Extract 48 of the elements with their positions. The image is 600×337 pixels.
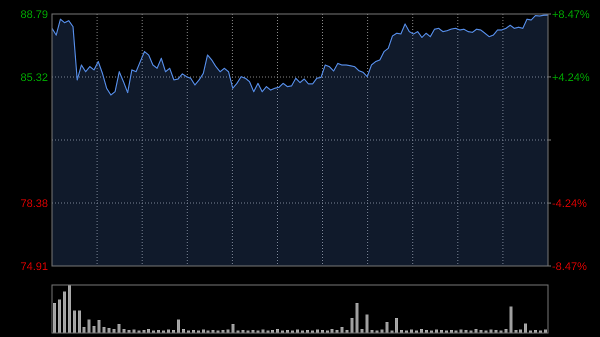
bar [108, 328, 111, 333]
y2-tick-label: -4.24% [552, 198, 588, 210]
y2-tick-label: -8.47% [552, 260, 588, 273]
bar [122, 329, 126, 333]
bar [276, 329, 280, 333]
bar [504, 329, 508, 333]
bar [474, 329, 478, 333]
bar [72, 310, 76, 333]
bar [98, 320, 101, 333]
y-tick-label: 78.38 [20, 198, 48, 210]
bar [226, 330, 230, 333]
y2-tick-label: +8.47% [552, 8, 590, 21]
bar [182, 329, 185, 333]
y-tick-label: 85.32 [20, 72, 48, 84]
bar [360, 329, 364, 333]
bar [88, 320, 91, 333]
bar [167, 330, 170, 333]
y-tick-label: 74.91 [20, 260, 48, 273]
y2-tick-label: +4.24% [552, 72, 590, 84]
bar [489, 330, 492, 333]
y-tick-label: 88.79 [20, 8, 48, 21]
bar [524, 323, 528, 333]
bar [385, 322, 388, 333]
bar [509, 306, 512, 333]
bar [460, 330, 463, 333]
bar [102, 327, 106, 333]
bar [410, 330, 414, 333]
bar [356, 303, 359, 333]
bar [316, 330, 319, 333]
bar [296, 330, 300, 333]
bar [92, 326, 96, 333]
bar [261, 330, 264, 333]
bar [380, 330, 384, 333]
bar [58, 299, 61, 333]
bar [544, 330, 548, 333]
bar [52, 303, 56, 333]
bar [350, 318, 354, 333]
bar [132, 330, 136, 333]
bar [340, 327, 344, 333]
bar [112, 329, 116, 333]
bar [420, 329, 424, 333]
bar [117, 324, 120, 333]
bar [434, 330, 438, 333]
bar [68, 285, 71, 333]
bar [62, 292, 66, 333]
bar [365, 314, 368, 333]
bar [232, 324, 235, 333]
bar [176, 320, 180, 333]
